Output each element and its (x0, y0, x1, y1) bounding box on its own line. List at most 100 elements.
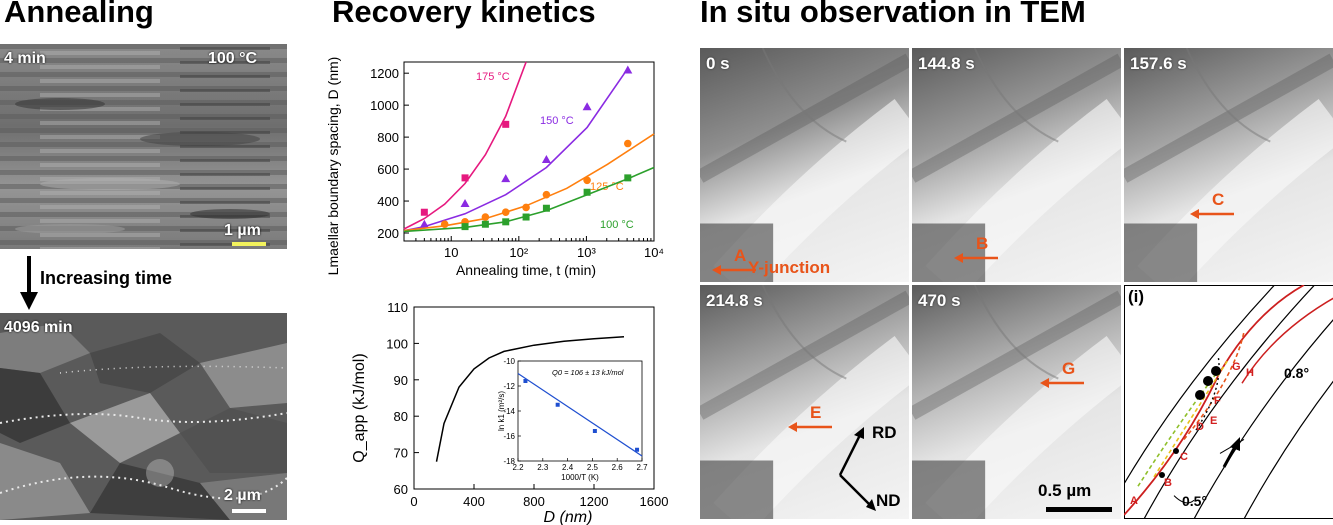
micrograph-4096min-texture (0, 323, 287, 520)
fit-line (403, 67, 629, 232)
tem-marker-label: G (1062, 359, 1076, 378)
orange-arrow-icon (1190, 209, 1234, 219)
nd-axis-label: ND (876, 491, 901, 510)
y-tick-label: 70 (394, 446, 408, 461)
inset-x-tick-label: 2.6 (612, 463, 624, 472)
tem-marker-label: B (976, 234, 989, 253)
micrograph-4096min: 4096 min 2 µm (0, 313, 287, 520)
schematic-point-label: A (1130, 495, 1138, 507)
orange-arrow-icon (1040, 378, 1084, 388)
tem-texture (700, 48, 909, 282)
tem-panel-1: 0 s A Y-junction (700, 48, 909, 282)
anneal-time-top: 4 min (4, 50, 46, 67)
tem-panel-2: 144.8 s B (912, 48, 1121, 282)
y-tick-label: 110 (387, 300, 408, 315)
data-point (419, 219, 429, 228)
inset-x-tick-label: 2.2 (512, 463, 524, 472)
scale-bar-bottom (232, 509, 266, 513)
orange-arrow-icon (954, 253, 998, 263)
y-tick-label: 600 (377, 162, 399, 177)
schematic-point-label: F (1214, 395, 1221, 407)
data-point (522, 203, 530, 212)
scale-label-top: 1 µm (224, 222, 261, 239)
insitu-tem-title: In situ observation in TEM (700, 0, 1086, 29)
inset-data-point (592, 429, 597, 433)
tem-panel-3: 157.6 s C (1124, 48, 1333, 282)
data-point (501, 174, 511, 183)
x-tick-label: 1200 (580, 494, 609, 509)
scale-label-bottom: 2 µm (224, 487, 261, 504)
inset-y-tick-label: -18 (503, 457, 515, 466)
micrograph-4min-texture (0, 44, 287, 249)
boundary-spacing-chart: 200 400 600 800 1000 1200 10 10² 10³ 10⁴ 175 °C 15… (325, 57, 664, 278)
y-tick-label: 200 (377, 226, 399, 241)
tem-marker-label: C (1212, 190, 1225, 209)
schematic-point-label: D (1196, 421, 1204, 433)
chart1-xlabel: Annealing time, t (min) (456, 262, 596, 278)
series-label: 150 °C (540, 115, 574, 127)
data-point (542, 204, 550, 212)
chart1-ylabel: Lmaellar boundary spacing, D (nm) (325, 57, 341, 276)
data-point (582, 102, 592, 111)
x-tick-label: 10 (444, 245, 458, 260)
schematic-drawing (1124, 285, 1333, 519)
annealing-title: Annealing (4, 0, 154, 29)
x-tick-label: 0 (410, 494, 417, 509)
y-tick-label: 80 (394, 409, 408, 424)
data-point (624, 139, 632, 148)
data-point (461, 174, 469, 182)
y-tick-label: 800 (377, 130, 399, 145)
x-tick-label: 10² (509, 245, 528, 260)
y-junction-label: Y-junction (748, 258, 831, 277)
y-tick-label: 400 (377, 194, 399, 209)
recovery-kinetics-title: Recovery kinetics (332, 0, 596, 29)
x-tick-label: 400 (463, 494, 485, 509)
inset-x-tick-label: 2.3 (537, 463, 549, 472)
tem-texture (700, 285, 909, 519)
inset-xlabel: 1000/T (K) (561, 473, 599, 482)
tem-time-label: 470 s (918, 291, 961, 310)
angle-label-2: 0.5° (1182, 493, 1208, 509)
data-point (542, 190, 551, 199)
inset-y-tick-label: -16 (503, 432, 515, 441)
data-point (623, 65, 633, 74)
inset-y-tick-label: -12 (503, 382, 515, 391)
data-point (583, 176, 591, 185)
tem-panel-5: 470 s G 0.5 µm (912, 285, 1121, 519)
schematic-point-label: G (1232, 361, 1241, 373)
micrograph-4min: 4 min 100 °C 1 µm (0, 44, 287, 249)
tem-scale-label: 0.5 µm (1038, 481, 1092, 500)
x-tick-label: 10³ (577, 245, 596, 260)
y-tick-label: 1000 (370, 98, 399, 113)
data-point (481, 213, 490, 221)
x-tick-label: 800 (523, 494, 545, 509)
chart2-xlabel: D (nm) (544, 509, 593, 525)
data-point (481, 220, 489, 228)
x-tick-label: 1600 (640, 494, 668, 509)
anneal-temp: 100 °C (208, 50, 258, 67)
tem-panel-4: 214.8 s E RD ND (700, 285, 909, 519)
data-point (522, 213, 530, 221)
tem-time-label: 144.8 s (918, 54, 975, 73)
tem-time-label: 157.6 s (1130, 54, 1187, 73)
y-tick-label: 60 (394, 482, 408, 497)
series-label: 175 °C (476, 71, 510, 83)
rd-nd-axes-icon (838, 427, 876, 511)
schematic-point-label: B (1164, 477, 1172, 489)
schematic-point-label: C (1180, 451, 1188, 463)
schematic-point-label: H (1246, 367, 1254, 379)
scale-bar-top (232, 242, 266, 246)
y-tick-label: 1200 (370, 66, 399, 81)
angle-label-1: 0.8° (1284, 365, 1310, 381)
inset-y-tick-label: -10 (503, 357, 515, 366)
inset-x-tick-label: 2.5 (587, 463, 599, 472)
tem-time-label: 0 s (706, 54, 730, 73)
data-point (420, 208, 428, 216)
data-point (502, 120, 510, 128)
inset-ylabel: ln k1 (m²/s) (497, 391, 506, 431)
tem-marker-label: E (810, 403, 822, 422)
chart1-frame (403, 61, 655, 242)
y-tick-label: 100 (386, 336, 408, 351)
down-arrow-icon (20, 256, 38, 310)
